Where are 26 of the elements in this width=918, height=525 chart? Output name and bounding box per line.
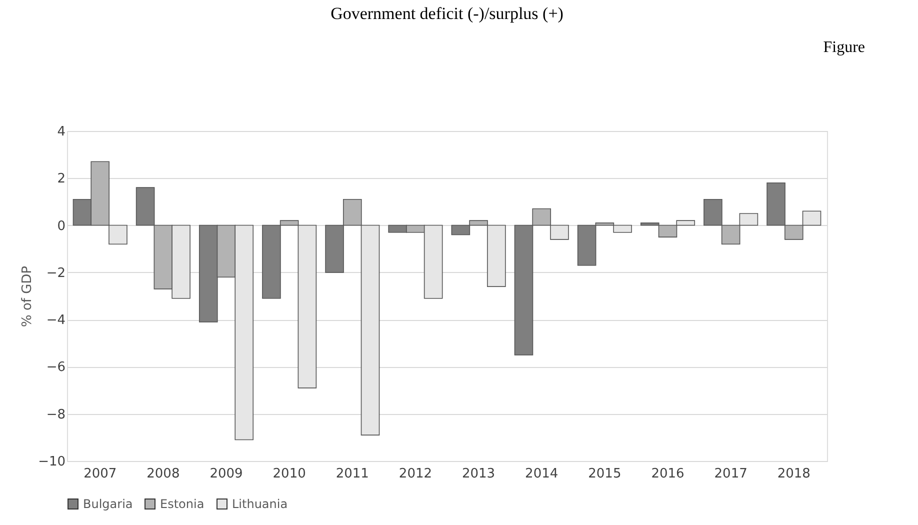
x-tick-label: 2010 [272,466,306,482]
y-tick-label: −6 [46,360,66,376]
y-tick-label: 2 [57,172,66,187]
x-tick-label: 2013 [462,466,496,482]
x-tick-label: 2009 [210,466,243,482]
chart-title: Government deficit (-)/surplus (+) [330,4,564,23]
x-tick-label: 2014 [525,466,558,482]
text: Figure [823,39,865,56]
y-tick-label: −8 [46,407,66,422]
x-tick-label: 2007 [84,466,117,482]
y-tick-label: 0 [57,218,66,234]
legend-label: Lithuania [232,497,288,511]
y-axis-title: % of GDP [20,266,36,328]
x-tick-label: 2018 [777,466,810,482]
y-tick-label: −2 [46,266,66,281]
x-tick-label: 2015 [588,466,622,482]
y-tick-label: −4 [46,313,66,328]
x-tick-label: 2016 [651,466,684,482]
legend-label: Estonia [160,497,204,511]
x-tick-label: 2012 [398,466,432,482]
y-tick-label: −10 [38,454,66,470]
y-tick-label: 4 [57,124,66,140]
x-tick-label: 2008 [146,466,180,482]
x-tick-label: 2017 [714,466,748,482]
legend-label: Bulgaria [83,497,133,511]
x-tick-label: 2011 [336,466,369,482]
